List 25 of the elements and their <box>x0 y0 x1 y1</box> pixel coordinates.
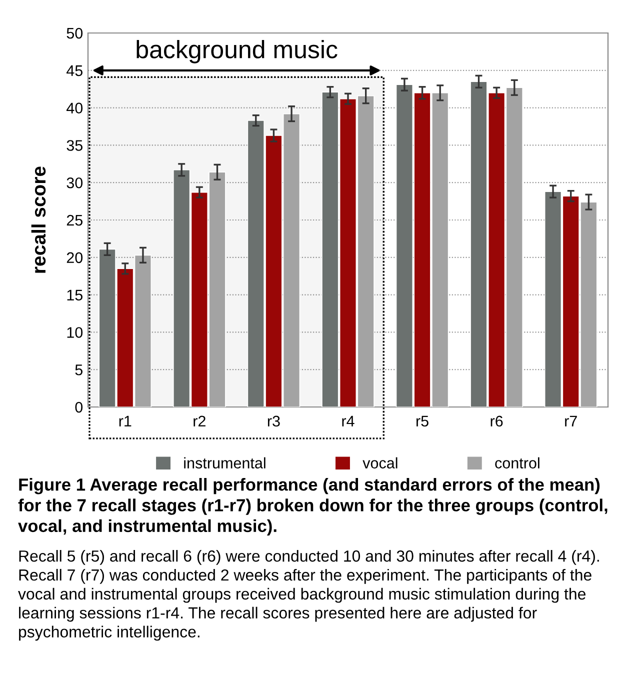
y-tick-label: 25 <box>66 214 82 226</box>
x-tick-label: r1 <box>119 416 132 426</box>
y-tick-label: 5 <box>75 364 82 376</box>
x-tick-label: r2 <box>194 416 206 426</box>
y-tick-label: 40 <box>66 102 83 114</box>
caption: Figure 1 Average recall performance (and standard errors of the mean) for the 7 recall stages (r1-r7) broken down for the three groups (control, vocal, and instrumental music). <box>18 478 608 536</box>
y-tick-label: 15 <box>67 290 82 300</box>
y-tick-label: 10 <box>67 327 83 338</box>
y-axis-title: recall score <box>31 166 46 273</box>
x-tick-label: r3 <box>268 416 280 427</box>
y-tick-label: 20 <box>66 252 83 264</box>
x-tick-label: r7 <box>565 416 577 426</box>
y-tick-label: 30 <box>66 177 83 188</box>
y-tick-label: 45 <box>66 65 82 76</box>
legend-label: control <box>495 457 540 468</box>
y-tick-label: 50 <box>66 28 83 39</box>
legend-label: vocal <box>362 457 398 468</box>
y-tick-label: 35 <box>66 140 82 151</box>
y-tick-label: 0 <box>75 402 83 413</box>
legend-label: instrumental <box>184 457 266 468</box>
text: Recall 5 (r5) and recall 6 (r6) were conducted 10 and 30 minutes after recall 4 (r4). Recall 7 (r7) was conducted 2 weeks after the experiment. The participants of the vocal and instrumental groups received background music stimulation during the learning sessions r1-r4. The recall scores presented here are adjusted for psychometric intelligence. <box>18 550 599 641</box>
band-label: background music <box>136 40 338 64</box>
x-tick-label: r4 <box>342 416 354 426</box>
x-tick-label: r5 <box>416 416 428 427</box>
x-tick-label: r6 <box>490 416 503 427</box>
